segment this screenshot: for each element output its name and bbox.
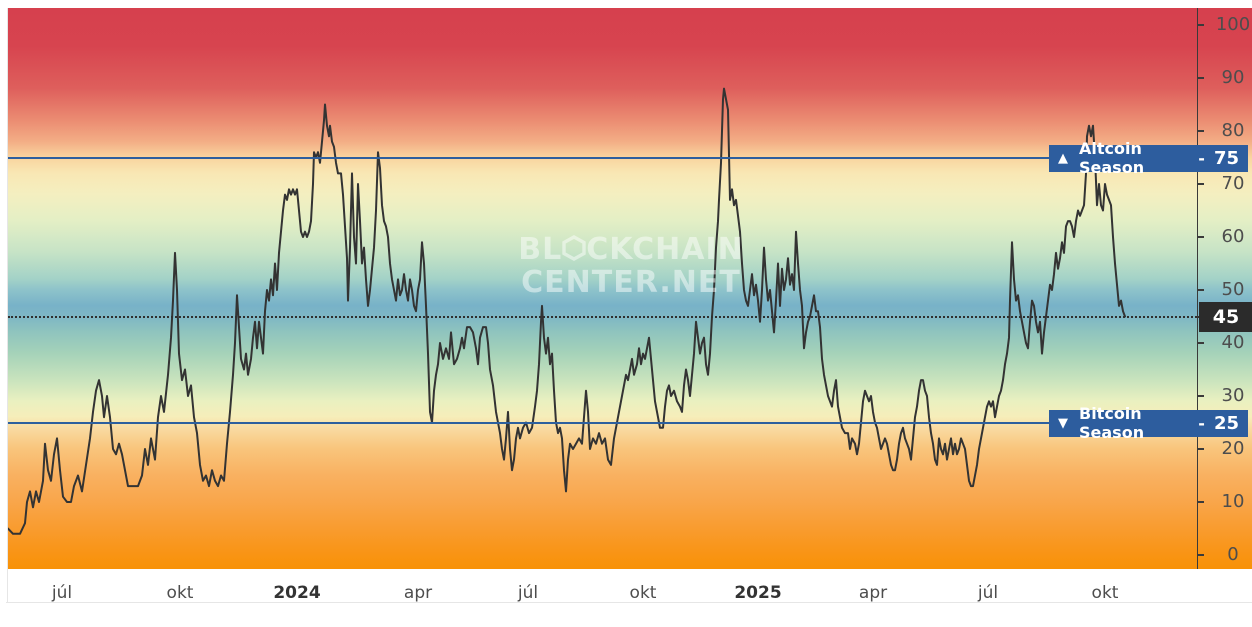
x-tick-label: apr xyxy=(858,583,888,603)
y-axis-line xyxy=(1197,8,1198,569)
y-tick xyxy=(1197,183,1204,185)
x-tick-label: júl xyxy=(51,583,73,603)
x-tick-label: apr xyxy=(403,583,433,603)
watermark: BL CKCHAIN CENTER.NET xyxy=(486,234,776,298)
up-triangle-icon: ▲ xyxy=(1058,150,1068,166)
hexagon-logo-icon xyxy=(562,235,586,267)
x-tick-label: okt xyxy=(629,583,657,603)
bitcoin-season-badge: ▼ Bitcoin Season - 25 xyxy=(1049,404,1248,442)
watermark-line-2: CENTER.NET xyxy=(521,265,741,301)
y-tick-label: 50 xyxy=(1221,279,1245,300)
bitcoin-season-label: Bitcoin Season xyxy=(1079,404,1145,442)
current-value-line xyxy=(8,315,1200,318)
y-tick-label: 100 xyxy=(1215,14,1251,35)
watermark-line-1: BL CKCHAIN xyxy=(518,232,744,267)
left-border xyxy=(7,8,8,603)
bitcoin-threshold-line xyxy=(8,421,1197,424)
altcoin-threshold-line xyxy=(8,156,1197,159)
y-tick-label: 40 xyxy=(1221,332,1245,353)
y-tick xyxy=(1197,77,1204,79)
x-tick-label: 2025 xyxy=(734,583,782,603)
altcoin-threshold-value: 75 xyxy=(1213,147,1239,169)
y-tick xyxy=(1197,289,1204,291)
separator: - xyxy=(1198,413,1205,433)
bitcoin-threshold-value: 25 xyxy=(1213,412,1239,434)
current-value-badge: 45 xyxy=(1199,301,1252,332)
y-tick xyxy=(1197,130,1204,132)
y-tick-label: 20 xyxy=(1221,438,1245,459)
price-line-layer xyxy=(8,87,1126,535)
y-tick-label: 60 xyxy=(1221,226,1245,247)
y-tick xyxy=(1197,395,1204,397)
separator: - xyxy=(1198,148,1205,168)
chart-plot-area: BL CKCHAIN CENTER.NET 100 90 80 70 60 50 40 30 20… xyxy=(8,8,1252,569)
y-tick-label: 90 xyxy=(1221,67,1245,88)
y-tick xyxy=(1197,448,1204,450)
y-tick-label: 10 xyxy=(1221,491,1245,512)
x-tick-label: okt xyxy=(166,583,194,603)
y-tick xyxy=(1197,24,1204,26)
y-tick-label: 70 xyxy=(1221,173,1245,194)
y-tick xyxy=(1197,342,1204,344)
y-tick-label: 30 xyxy=(1221,385,1245,406)
price-line xyxy=(8,87,1126,535)
x-tick-label: júl xyxy=(517,583,539,603)
y-tick-label: 0 xyxy=(1227,544,1239,565)
y-tick xyxy=(1197,501,1204,503)
altcoin-season-badge: ▲ Altcoin Season - 75 xyxy=(1049,139,1248,177)
y-tick xyxy=(1197,236,1204,238)
y-tick-label: 80 xyxy=(1221,120,1245,141)
x-tick-label: 2024 xyxy=(273,583,321,603)
x-tick-label: okt xyxy=(1091,583,1119,603)
down-triangle-icon: ▼ xyxy=(1058,415,1068,431)
x-axis: júl okt 2024 apr júl okt 2025 apr júl okt xyxy=(8,577,1252,607)
x-tick-label: júl xyxy=(977,583,999,603)
altcoin-season-label: Altcoin Season xyxy=(1079,139,1145,177)
bottom-border xyxy=(6,602,1252,603)
y-tick xyxy=(1197,554,1204,556)
